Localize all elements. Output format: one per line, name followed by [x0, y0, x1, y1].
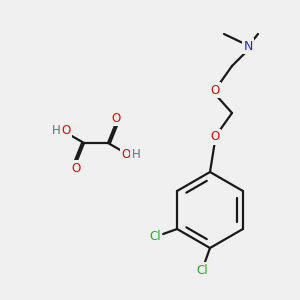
Text: Cl: Cl [149, 230, 161, 244]
Text: O: O [210, 83, 220, 97]
Text: N: N [243, 40, 253, 52]
Text: O: O [61, 124, 70, 137]
Text: O: O [111, 112, 121, 124]
Text: O: O [71, 161, 81, 175]
Text: H: H [52, 124, 60, 137]
Text: Cl: Cl [196, 263, 208, 277]
Text: H: H [132, 148, 140, 161]
Text: O: O [210, 130, 220, 143]
Text: O: O [122, 148, 130, 161]
